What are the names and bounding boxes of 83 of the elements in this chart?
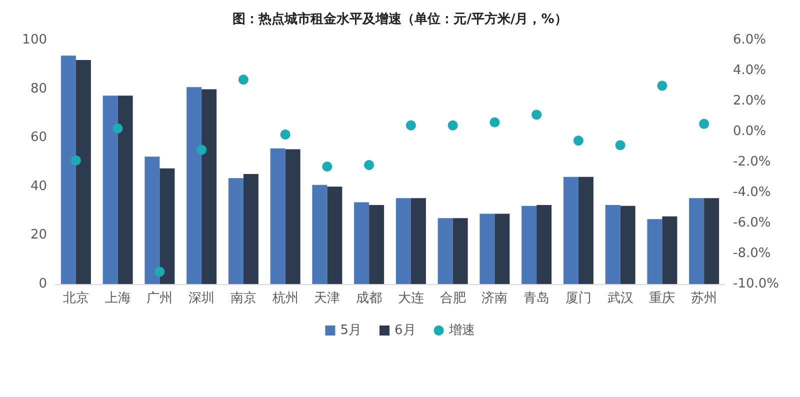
bar xyxy=(243,174,258,284)
bar xyxy=(202,89,217,284)
y2-tick-label: -10.0% xyxy=(733,276,779,292)
bar xyxy=(285,149,300,284)
y2-tick-label: 0.0% xyxy=(733,124,766,139)
bar xyxy=(354,202,370,284)
bar xyxy=(704,198,720,284)
y2-tick-label: -4.0% xyxy=(733,185,771,200)
bar xyxy=(144,156,160,284)
y2-tick-label: 6.0% xyxy=(733,32,766,48)
y-tick-label: 0 xyxy=(38,276,47,292)
x-tick-label: 合肥 xyxy=(440,291,466,306)
point xyxy=(364,160,374,170)
bar xyxy=(452,218,468,284)
bar xyxy=(620,206,636,284)
bar xyxy=(327,186,342,284)
bar xyxy=(410,198,426,284)
bar xyxy=(369,204,384,284)
x-tick-label: 济南 xyxy=(482,291,508,306)
y-tick-label: 60 xyxy=(30,130,47,146)
bar xyxy=(118,96,133,284)
x-tick-label: 重庆 xyxy=(649,291,676,306)
bar xyxy=(522,206,537,284)
bar xyxy=(494,214,510,284)
y-tick-label: 80 xyxy=(30,81,47,96)
bar xyxy=(270,148,286,284)
bar xyxy=(605,204,620,284)
x-tick-label: 北京 xyxy=(62,291,89,306)
y-tick-label: 20 xyxy=(30,228,47,243)
bar xyxy=(689,198,704,284)
bar xyxy=(396,198,411,284)
chart-title: 图：热点城市租金水平及增速（单位：元/平方米/月，%） xyxy=(232,11,568,27)
bar xyxy=(662,216,678,284)
bar xyxy=(60,56,76,284)
legend-label: 6月 xyxy=(394,323,416,338)
y-tick-label: 100 xyxy=(22,32,47,48)
x-tick-label: 武汉 xyxy=(607,291,634,306)
legend-label: 5月 xyxy=(340,323,362,338)
point xyxy=(615,140,626,150)
x-tick-label: 成都 xyxy=(356,291,382,306)
bar xyxy=(563,176,578,284)
point xyxy=(196,144,207,155)
x-tick-label: 杭州 xyxy=(271,291,298,306)
x-tick-label: 天津 xyxy=(314,291,340,306)
point xyxy=(238,74,248,85)
point xyxy=(657,80,668,91)
y2-tick-label: -6.0% xyxy=(733,216,771,230)
x-tick-label: 广州 xyxy=(146,291,173,306)
bar xyxy=(438,218,453,284)
bar xyxy=(102,96,118,284)
bar xyxy=(480,214,495,284)
bar xyxy=(312,184,328,284)
x-tick-label: 苏州 xyxy=(691,291,718,306)
bar xyxy=(647,219,662,284)
point xyxy=(154,266,165,277)
y2-tick-label: 4.0% xyxy=(733,63,766,78)
bar xyxy=(186,87,202,284)
x-tick-label: 深圳 xyxy=(188,291,215,306)
y2-tick-label: -8.0% xyxy=(733,246,771,261)
point xyxy=(490,117,500,128)
bar xyxy=(578,176,594,284)
point xyxy=(448,120,458,130)
y2-tick-label: -2.0% xyxy=(733,154,771,170)
point xyxy=(280,130,290,140)
point xyxy=(573,136,584,146)
bar xyxy=(536,204,552,284)
x-tick-label: 厦门 xyxy=(565,290,592,306)
bar xyxy=(160,168,175,284)
point xyxy=(699,118,710,129)
y-tick-label: 40 xyxy=(30,178,47,194)
bar xyxy=(76,60,91,284)
point xyxy=(322,162,332,172)
x-tick-label: 南京 xyxy=(230,291,256,306)
y2-tick-label: 2.0% xyxy=(733,94,766,108)
x-tick-label: 青岛 xyxy=(524,291,550,306)
point xyxy=(112,123,123,134)
point xyxy=(70,155,81,166)
legend-label: 增速 xyxy=(448,323,475,338)
bar xyxy=(228,178,244,284)
x-tick-label: 大连 xyxy=(398,291,424,306)
point xyxy=(532,110,542,120)
x-tick-label: 上海 xyxy=(104,291,131,306)
point xyxy=(406,120,416,130)
